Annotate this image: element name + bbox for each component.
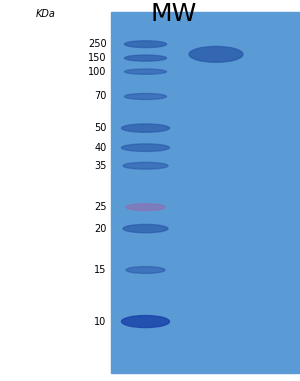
Text: KDa: KDa [36, 9, 56, 19]
Ellipse shape [123, 162, 168, 169]
Ellipse shape [124, 69, 167, 74]
Bar [111, 12, 300, 373]
Ellipse shape [123, 224, 168, 233]
Ellipse shape [122, 144, 170, 151]
Text: 40: 40 [94, 142, 106, 153]
Text: 70: 70 [94, 91, 106, 101]
Ellipse shape [126, 267, 165, 274]
Ellipse shape [122, 124, 170, 132]
Text: MW: MW [151, 2, 197, 26]
Ellipse shape [124, 41, 167, 48]
Text: 50: 50 [94, 123, 106, 133]
Text: 150: 150 [88, 53, 106, 63]
Text: 20: 20 [94, 224, 106, 234]
Text: 35: 35 [94, 161, 106, 171]
Text: 250: 250 [88, 39, 106, 49]
Ellipse shape [124, 93, 167, 99]
Ellipse shape [122, 315, 170, 328]
Text: 100: 100 [88, 67, 106, 77]
Text: 15: 15 [94, 265, 106, 275]
Text: 25: 25 [94, 202, 106, 212]
Ellipse shape [126, 204, 165, 211]
Ellipse shape [189, 46, 243, 62]
Text: 10: 10 [94, 317, 106, 327]
Ellipse shape [124, 55, 167, 61]
